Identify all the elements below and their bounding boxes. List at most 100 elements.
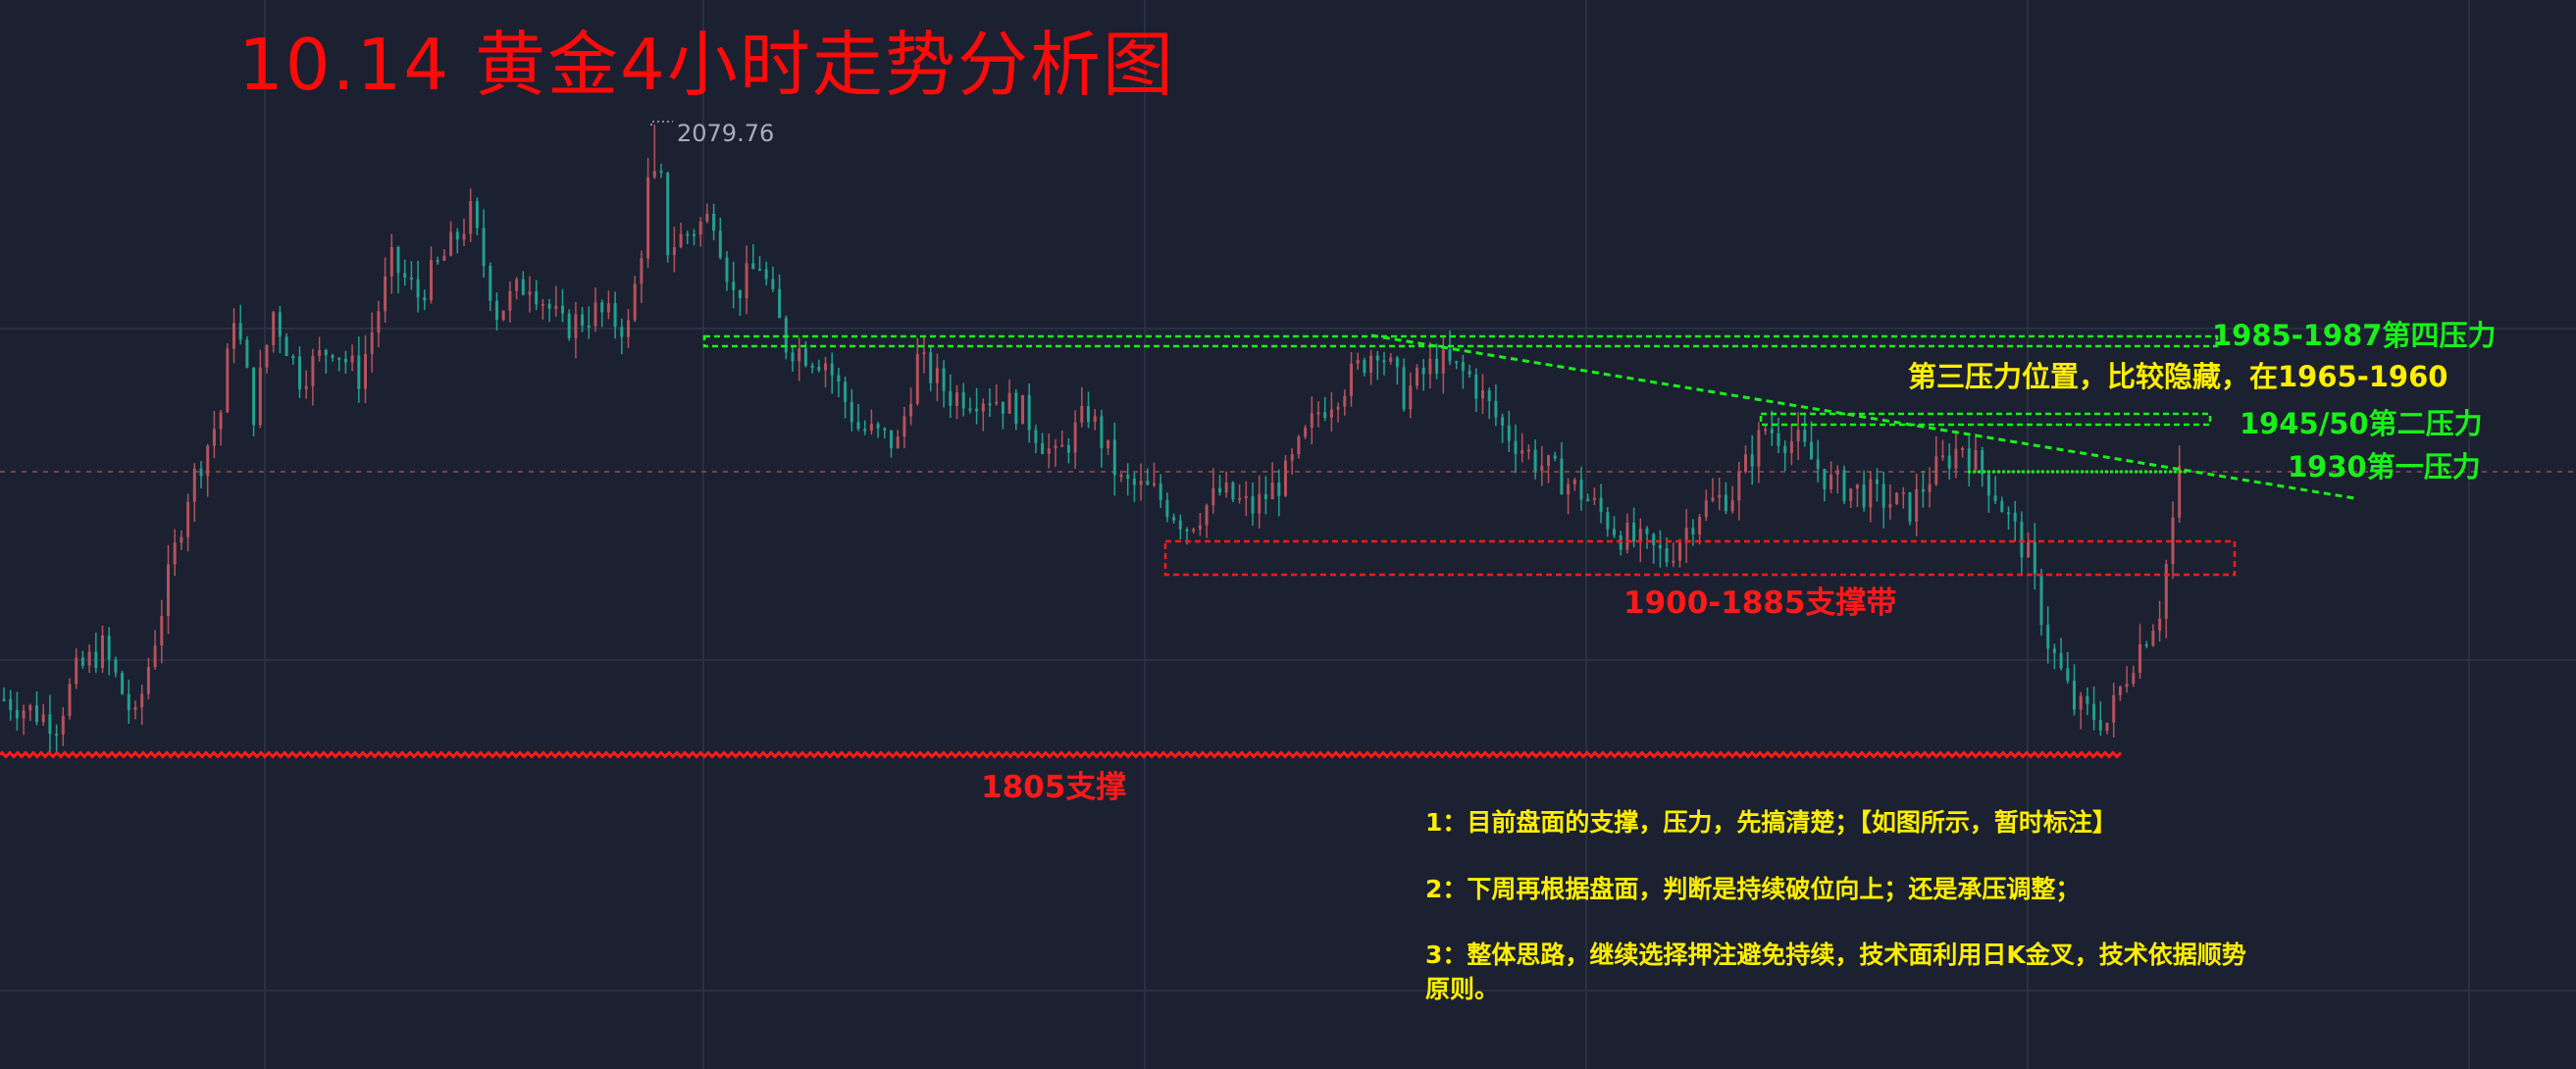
candle (389, 233, 393, 294)
candle-body (1533, 449, 1537, 472)
candle-body (666, 173, 670, 256)
candle (1066, 437, 1070, 464)
candle-body (1369, 355, 1373, 373)
candle-body (732, 281, 736, 290)
candle (364, 334, 367, 404)
candle (35, 690, 38, 726)
candle-body (758, 269, 761, 272)
candle-body (1803, 430, 1807, 442)
candle (416, 260, 420, 313)
candle-body (613, 303, 617, 328)
candle (1586, 493, 1590, 502)
candle (1730, 485, 1734, 514)
candle-body (219, 412, 223, 430)
candle-body (1060, 444, 1064, 447)
candle (206, 443, 210, 497)
candle (1087, 391, 1090, 429)
candle-body (370, 332, 374, 354)
candle (1783, 440, 1787, 472)
candle-body (2000, 500, 2004, 513)
candle (186, 493, 190, 552)
candle-body (856, 422, 860, 430)
candle-body (593, 302, 597, 327)
candle-body (1153, 483, 1156, 485)
candle-body (1684, 528, 1688, 543)
candle (1816, 439, 1820, 484)
candle (423, 289, 427, 311)
candle (1297, 434, 1301, 459)
candle (1021, 394, 1024, 425)
candle-body (672, 247, 676, 256)
candle (1553, 451, 1557, 462)
candle (384, 257, 387, 323)
support-band-box (1163, 539, 2237, 577)
candle-body (2125, 684, 2129, 687)
candle (1901, 486, 1905, 509)
candle-body (1501, 417, 1505, 426)
candle (1599, 484, 1603, 524)
candle (1153, 462, 1156, 487)
candle (2, 687, 6, 702)
candle (2086, 687, 2089, 716)
candle-body (449, 231, 453, 256)
candle-body (1389, 357, 1393, 362)
candle-body (1066, 444, 1070, 453)
candle-body (1021, 395, 1024, 425)
candle (1481, 374, 1484, 415)
candle-body (1730, 500, 1734, 512)
note-3: 3：整体思路，继续选择押注避免持续，技术面利用日K金叉，技术依据顺势 (1425, 941, 2246, 969)
candle (988, 387, 992, 418)
candle (1684, 508, 1688, 564)
candle (1356, 352, 1360, 371)
candle (561, 288, 564, 323)
candle-body (186, 501, 190, 537)
candle (1014, 388, 1018, 431)
candle (1304, 425, 1308, 439)
candle (738, 289, 742, 316)
candle (272, 310, 276, 353)
candle-body (791, 352, 795, 362)
candle (1981, 446, 1984, 487)
candle (1862, 470, 1866, 512)
candle (2073, 664, 2076, 716)
candle-body (1350, 363, 1353, 396)
candle-body (357, 355, 361, 389)
candle-body (173, 542, 177, 565)
candle-body (384, 276, 387, 312)
candle-body (528, 291, 532, 295)
candle (324, 348, 328, 374)
candle (995, 383, 999, 406)
candle-body (87, 651, 91, 666)
candle-body (2027, 541, 2031, 558)
candle-body (620, 327, 624, 337)
candle-body (2, 698, 6, 701)
candle (278, 305, 282, 354)
candle-body (725, 257, 729, 282)
candle (101, 625, 104, 674)
candle (1678, 538, 1681, 568)
candle (915, 337, 919, 406)
candle-body (975, 408, 979, 412)
candle (1501, 413, 1505, 443)
candle (146, 657, 150, 700)
candle-body (2013, 512, 2017, 522)
candle (830, 352, 834, 394)
candle (1974, 433, 1978, 472)
candle-body (1297, 436, 1301, 455)
candle (337, 357, 341, 372)
candle-body (547, 303, 551, 309)
candle (226, 342, 230, 414)
candle (1107, 439, 1110, 455)
candle (1159, 474, 1162, 508)
candle (68, 678, 72, 720)
candle-body (508, 290, 512, 311)
candle (1737, 461, 1741, 521)
candle-body (1567, 484, 1571, 495)
candle-body (640, 258, 644, 284)
candle-body (1862, 484, 1866, 508)
candle-body (318, 350, 322, 356)
candle (1619, 531, 1623, 556)
candle (732, 261, 736, 309)
candle (1231, 481, 1235, 503)
